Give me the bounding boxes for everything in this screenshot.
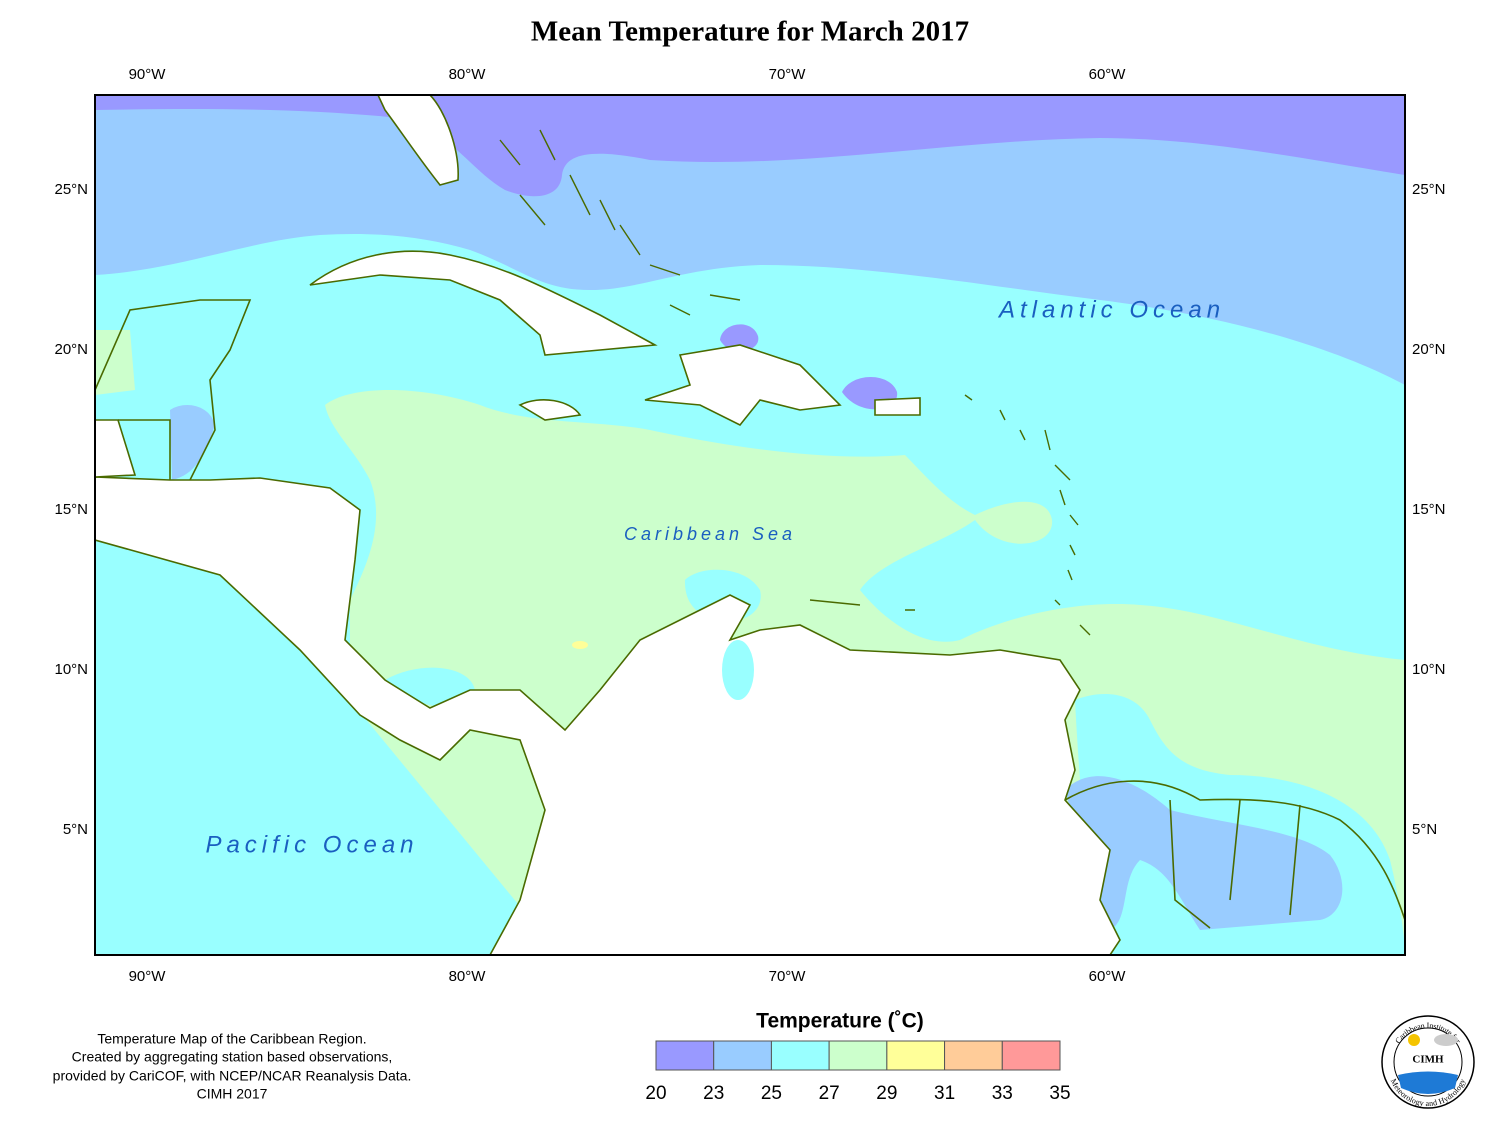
legend-label: 25 — [761, 1083, 782, 1104]
caption-line: Temperature Map of the Caribbean Region. — [97, 1031, 366, 1047]
lon-label: 70°W — [769, 66, 807, 83]
legend-label: 31 — [934, 1083, 955, 1104]
caption-line: provided by CariCOF, with NCEP/NCAR Rean… — [53, 1068, 412, 1084]
legend-swatch — [713, 1040, 772, 1071]
lon-label: 80°W — [449, 66, 487, 83]
lat-label: 20°N — [54, 341, 88, 358]
logo: Caribbean Institute for Meteorology and … — [1381, 1015, 1475, 1109]
logo-sun — [1408, 1034, 1420, 1046]
ocean-label: Pacific Ocean — [205, 831, 418, 858]
island — [309, 250, 658, 356]
lat-label: 5°N — [1412, 821, 1437, 838]
map-title: Mean Temperature for March 2017 — [531, 16, 969, 48]
legend-label: 35 — [1049, 1083, 1070, 1104]
ocean-label: Atlantic Ocean — [997, 296, 1225, 323]
logo-waves — [1398, 1071, 1458, 1094]
legend-label: 29 — [876, 1083, 897, 1104]
legend-swatch — [770, 1040, 830, 1071]
legend-swatch — [655, 1040, 715, 1071]
lon-label: 70°W — [769, 968, 807, 985]
coastline — [95, 299, 1405, 929]
map — [95, 95, 1405, 955]
caption-line: CIMH 2017 — [197, 1086, 268, 1102]
legend-swatch — [944, 1040, 1003, 1071]
zone — [95, 330, 135, 395]
lat-label: 5°N — [63, 821, 88, 838]
lat-label: 20°N — [1412, 341, 1446, 358]
lon-label: 90°W — [129, 66, 167, 83]
map-frame — [94, 94, 1406, 956]
island — [499, 129, 1091, 636]
land — [95, 419, 137, 478]
lat-label: 10°N — [54, 661, 88, 678]
lon-label: 80°W — [449, 968, 487, 985]
logo-cloud — [1434, 1034, 1458, 1046]
lon-label: 90°W — [129, 968, 167, 985]
lat-label: 15°N — [1412, 501, 1446, 518]
legend-swatch — [886, 1040, 946, 1071]
zone — [170, 405, 1343, 930]
lat-label: 15°N — [54, 501, 88, 518]
island — [518, 399, 582, 421]
island — [377, 95, 459, 186]
land — [95, 476, 1121, 955]
caption-line: Created by aggregating station based obs… — [72, 1049, 393, 1065]
legend-label: 33 — [992, 1083, 1013, 1104]
legend-label: 20 — [645, 1083, 666, 1104]
lat-label: 25°N — [1412, 181, 1446, 198]
lake — [722, 640, 754, 700]
island — [644, 344, 842, 427]
logo-name: CIMH — [1412, 1054, 1444, 1066]
lat-label: 10°N — [1412, 661, 1446, 678]
lat-label: 25°N — [54, 181, 88, 198]
lon-label: 60°W — [1089, 968, 1127, 985]
lon-label: 60°W — [1089, 66, 1127, 83]
legend-swatch — [1001, 1040, 1061, 1071]
zone — [95, 95, 1405, 385]
zone — [385, 569, 761, 707]
island — [874, 397, 921, 416]
legend-swatch — [828, 1040, 888, 1071]
zone — [572, 641, 588, 649]
zone — [720, 324, 898, 410]
sea-label: Caribbean Sea — [624, 524, 796, 544]
legend-label: 27 — [819, 1083, 840, 1104]
legend-label: 23 — [703, 1083, 724, 1104]
legend-title: Temperature (˚C) — [756, 1010, 924, 1033]
